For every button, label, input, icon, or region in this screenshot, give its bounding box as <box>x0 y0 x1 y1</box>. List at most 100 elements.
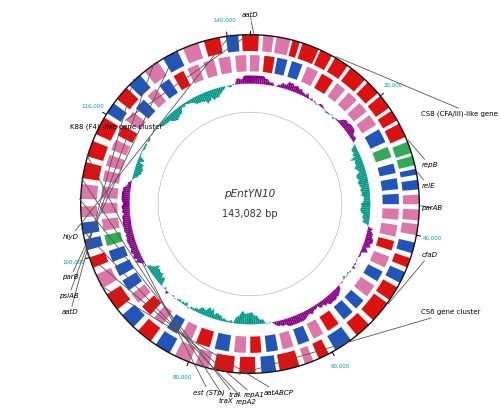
Polygon shape <box>103 171 121 184</box>
Polygon shape <box>165 118 170 122</box>
Polygon shape <box>154 305 172 325</box>
Polygon shape <box>126 237 135 242</box>
Polygon shape <box>252 75 254 84</box>
Polygon shape <box>303 93 306 97</box>
Polygon shape <box>209 90 214 100</box>
Polygon shape <box>114 259 134 276</box>
Polygon shape <box>162 286 164 288</box>
Polygon shape <box>238 78 240 84</box>
Polygon shape <box>364 239 373 244</box>
Polygon shape <box>218 87 222 94</box>
Polygon shape <box>182 302 184 305</box>
Text: 80,000: 80,000 <box>173 375 192 379</box>
Polygon shape <box>320 300 326 306</box>
Polygon shape <box>402 180 418 191</box>
Polygon shape <box>128 241 136 245</box>
Polygon shape <box>131 248 139 253</box>
Polygon shape <box>282 319 285 326</box>
Polygon shape <box>263 56 274 73</box>
Polygon shape <box>332 118 336 120</box>
Polygon shape <box>361 193 370 195</box>
Polygon shape <box>154 129 156 130</box>
Text: 143,082 bp: 143,082 bp <box>222 209 278 219</box>
Polygon shape <box>346 275 348 277</box>
Polygon shape <box>156 331 178 353</box>
Polygon shape <box>101 203 117 214</box>
Polygon shape <box>220 316 222 321</box>
Polygon shape <box>226 35 239 53</box>
Polygon shape <box>352 139 356 143</box>
Polygon shape <box>170 294 172 295</box>
Polygon shape <box>122 206 130 208</box>
Polygon shape <box>172 295 174 297</box>
Polygon shape <box>144 62 167 84</box>
Polygon shape <box>301 67 318 86</box>
Polygon shape <box>130 180 133 182</box>
Polygon shape <box>324 109 326 110</box>
Text: cfaD: cfaD <box>388 252 438 304</box>
Polygon shape <box>360 209 370 212</box>
Polygon shape <box>280 83 283 88</box>
Polygon shape <box>250 35 259 51</box>
Polygon shape <box>314 101 316 104</box>
Polygon shape <box>350 268 352 270</box>
Polygon shape <box>327 58 347 79</box>
Polygon shape <box>366 232 373 235</box>
Polygon shape <box>169 293 170 294</box>
Polygon shape <box>204 92 210 104</box>
Polygon shape <box>380 223 398 237</box>
Polygon shape <box>124 230 133 234</box>
Polygon shape <box>236 78 238 84</box>
Polygon shape <box>352 153 360 157</box>
Polygon shape <box>160 279 166 285</box>
Polygon shape <box>332 116 334 120</box>
Polygon shape <box>126 232 134 236</box>
Polygon shape <box>289 317 294 326</box>
Polygon shape <box>96 268 117 288</box>
Polygon shape <box>117 88 138 109</box>
Polygon shape <box>342 276 345 279</box>
Text: est (STp): est (STp) <box>87 155 225 396</box>
Polygon shape <box>368 228 373 231</box>
Polygon shape <box>250 75 252 84</box>
Polygon shape <box>124 226 132 230</box>
Polygon shape <box>137 162 144 166</box>
Polygon shape <box>238 313 242 324</box>
Polygon shape <box>129 75 150 97</box>
Polygon shape <box>331 114 332 116</box>
Polygon shape <box>269 82 271 85</box>
Polygon shape <box>301 92 304 96</box>
Text: hlyD: hlyD <box>62 35 230 239</box>
Polygon shape <box>136 259 143 263</box>
Polygon shape <box>170 113 178 120</box>
Polygon shape <box>160 79 178 99</box>
Polygon shape <box>150 135 152 136</box>
Polygon shape <box>292 86 296 92</box>
Polygon shape <box>362 213 370 215</box>
Polygon shape <box>336 120 339 122</box>
Polygon shape <box>176 299 178 300</box>
Polygon shape <box>368 226 373 230</box>
Polygon shape <box>352 267 356 268</box>
Polygon shape <box>194 97 198 104</box>
Polygon shape <box>122 304 145 327</box>
Polygon shape <box>338 285 340 289</box>
Polygon shape <box>134 172 141 175</box>
Polygon shape <box>242 35 250 51</box>
Polygon shape <box>134 255 142 259</box>
Polygon shape <box>376 237 394 251</box>
Polygon shape <box>274 37 290 55</box>
Polygon shape <box>175 341 196 362</box>
Polygon shape <box>322 299 327 306</box>
Polygon shape <box>148 266 155 270</box>
Polygon shape <box>127 239 136 244</box>
Polygon shape <box>246 313 248 324</box>
Polygon shape <box>188 306 192 309</box>
Polygon shape <box>357 171 366 175</box>
Polygon shape <box>150 265 160 272</box>
Polygon shape <box>267 323 269 324</box>
Polygon shape <box>178 299 181 302</box>
Polygon shape <box>136 257 143 262</box>
Text: parB: parB <box>62 50 177 280</box>
Polygon shape <box>218 56 232 74</box>
